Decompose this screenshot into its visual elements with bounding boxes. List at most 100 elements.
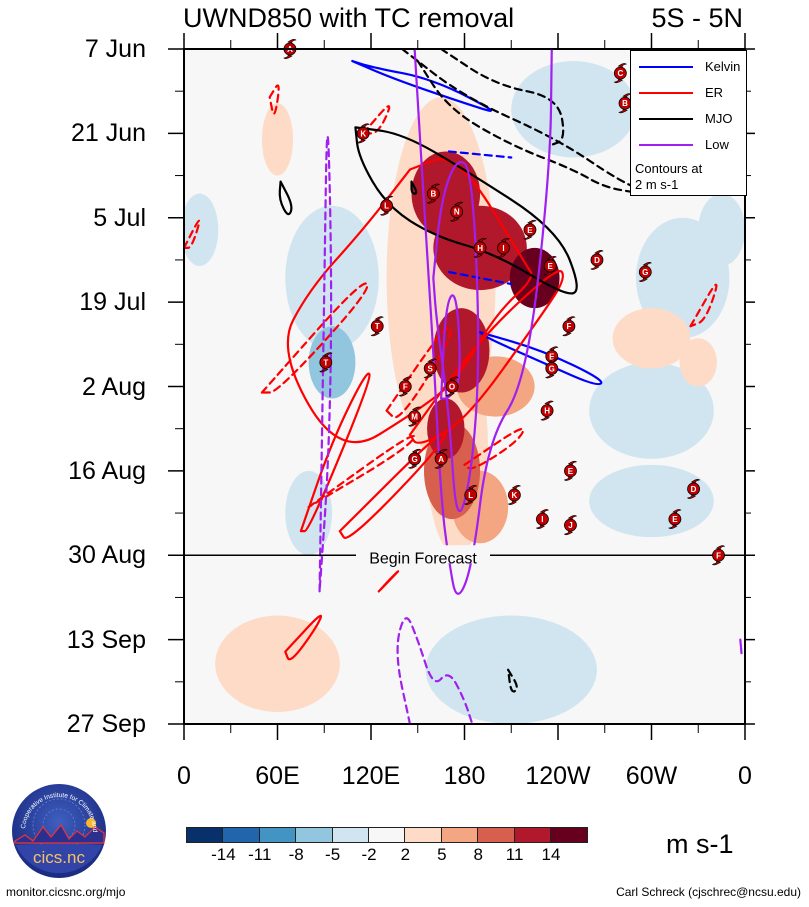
hurricane-icon xyxy=(507,488,521,502)
tc-marker: D xyxy=(590,249,604,270)
colorbar-swatch xyxy=(223,828,260,842)
tc-marker: S xyxy=(423,358,437,379)
tc-arm-icon xyxy=(567,460,578,466)
tc-arm-icon xyxy=(430,183,440,189)
tc-marker: T xyxy=(319,352,333,373)
hurricane-icon xyxy=(638,265,652,279)
tc-arm-icon xyxy=(438,448,448,454)
legend-swatch xyxy=(639,66,693,68)
tc-marker: I xyxy=(496,237,511,258)
tc-marker: G xyxy=(638,262,652,282)
tc-label: F xyxy=(716,551,721,560)
tc-label: D xyxy=(691,485,697,494)
colorbar-swatch xyxy=(368,828,406,842)
contour-er-positive xyxy=(284,614,323,661)
tc-marker: C xyxy=(613,63,627,84)
contour-er-negative xyxy=(260,282,369,394)
tc-arm-icon xyxy=(496,253,507,258)
tc-label: I xyxy=(502,244,504,253)
colorbar-tick-label: 11 xyxy=(505,845,524,864)
tc-arm-icon xyxy=(686,494,697,499)
hurricane-icon xyxy=(434,452,448,466)
tc-label: I xyxy=(541,515,543,524)
tc-label: E xyxy=(527,226,533,235)
tc-arm-icon xyxy=(566,316,576,321)
tc-arm-icon xyxy=(507,500,518,505)
forecast-label-bg xyxy=(356,545,490,564)
tc-arm-icon xyxy=(398,392,409,397)
tc-label: G xyxy=(412,455,418,464)
tc-marker: D xyxy=(686,478,701,499)
hurricane-icon xyxy=(319,355,333,369)
tc-arm-icon xyxy=(464,500,474,505)
anomaly-cell xyxy=(679,338,717,387)
contour-er-negative xyxy=(463,427,525,470)
tc-arm-icon xyxy=(567,515,578,520)
tc-arm-icon xyxy=(563,530,574,536)
tc-marker: M xyxy=(408,406,422,427)
tc-marker: T xyxy=(370,316,384,337)
hurricane-icon xyxy=(497,241,510,255)
hurricane-icon xyxy=(464,488,478,502)
contour-er-negative xyxy=(307,435,416,509)
tc-marker: L xyxy=(464,485,478,505)
colorbar-swatch xyxy=(514,828,551,842)
contour-kelvin-positive xyxy=(351,59,493,112)
tc-arm-icon xyxy=(540,416,550,421)
tc-arm-icon xyxy=(402,376,412,381)
contour-mjo-negative xyxy=(401,49,653,195)
legend-swatch xyxy=(639,92,693,94)
anomaly-cell xyxy=(612,308,691,369)
legend: Kelvin ER MJO Low Contours at 2 m s-1 xyxy=(630,50,747,196)
contour-mjo-positive xyxy=(278,180,293,216)
anomaly-cell xyxy=(589,464,714,538)
tc-arm-icon xyxy=(715,545,726,550)
hurricane-icon xyxy=(408,452,422,466)
chart-subtitle: 5S - 5N xyxy=(651,3,743,33)
tc-arm-icon xyxy=(668,524,678,530)
colorbar-tick-label: 5 xyxy=(437,845,447,864)
x-tick-label: 60E xyxy=(255,762,300,790)
anomaly-cell xyxy=(261,103,294,176)
tc-arm-icon xyxy=(434,464,444,469)
legend-item-mjo: MJO xyxy=(639,111,732,127)
tc-arm-icon xyxy=(511,485,521,490)
y-tick-label: 19 Jul xyxy=(79,288,146,317)
tc-label: E xyxy=(549,352,555,361)
hurricane-icon xyxy=(356,126,370,140)
y-tick-label: 21 Jun xyxy=(70,119,146,148)
y-tick-label: 30 Aug xyxy=(68,541,146,570)
legend-contour-note: Contours at 2 m s-1 xyxy=(635,161,702,193)
tc-arm-icon xyxy=(594,249,604,255)
tc-arm-icon xyxy=(549,346,559,351)
logo-mountains xyxy=(14,823,105,844)
legend-label: Low xyxy=(705,137,729,152)
colorbar-tick-label: 2 xyxy=(400,845,411,864)
tc-arm-icon xyxy=(642,262,652,267)
hurricane-icon xyxy=(473,241,487,255)
colorbar-tick-label: -11 xyxy=(248,845,272,864)
legend-swatch xyxy=(639,144,693,146)
contour-er-positive xyxy=(338,431,447,539)
tc-arm-icon xyxy=(562,331,572,337)
forecast-label: Begin Forecast xyxy=(369,550,477,567)
contour-mjo-negative xyxy=(440,49,565,147)
tc-marker: A xyxy=(434,448,448,469)
hurricane-icon xyxy=(423,362,437,375)
hurricane-icon xyxy=(562,319,576,333)
colorbar-swatch xyxy=(441,828,479,842)
tc-label: S xyxy=(428,364,434,373)
anomaly-field xyxy=(184,61,745,724)
tc-arm-icon xyxy=(411,406,422,412)
colorbar-swatch xyxy=(405,828,442,842)
contour-mjo-negative xyxy=(416,59,645,195)
x-tick-label: 0 xyxy=(738,762,752,790)
colorbar-tick-label: 8 xyxy=(473,845,483,864)
tc-arm-icon xyxy=(477,237,487,243)
hurricane-icon xyxy=(613,66,627,80)
tc-marker: L xyxy=(379,195,394,216)
chart-title: UWND850 with TC removal xyxy=(183,3,515,33)
tc-arm-icon xyxy=(426,199,437,204)
tc-arm-icon xyxy=(379,211,390,216)
cicsnc-logo: cics.nc Cooperative Institute for Climat… xyxy=(11,783,106,878)
